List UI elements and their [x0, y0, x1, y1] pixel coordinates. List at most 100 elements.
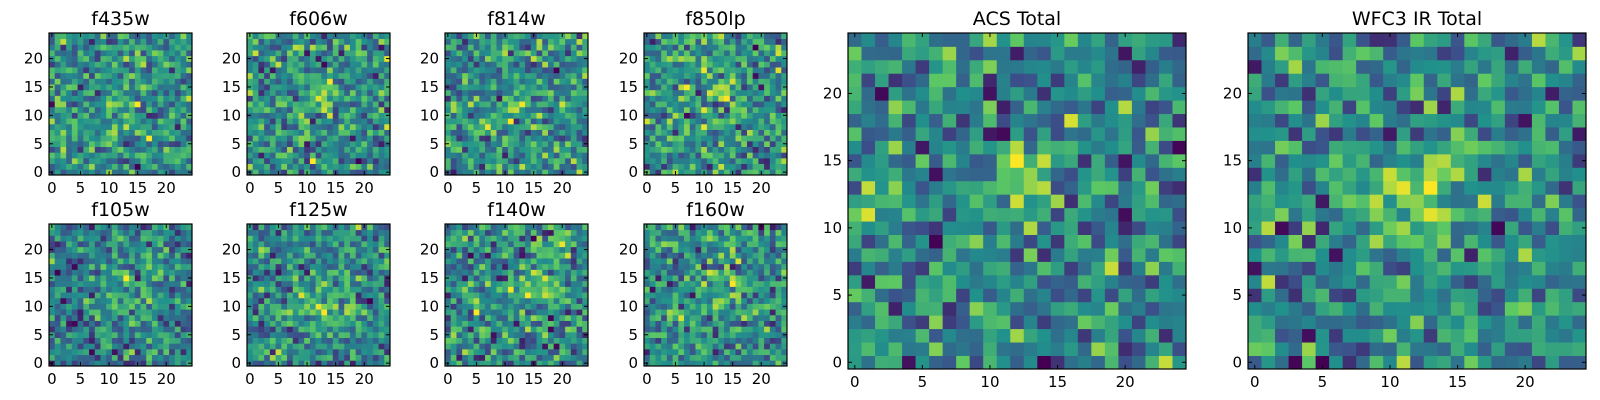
heatmap-cell [151, 67, 159, 74]
heatmap-cell [462, 146, 469, 153]
heatmap-cell [258, 101, 265, 108]
heatmap-cell [741, 292, 748, 299]
heatmap-cell [649, 140, 656, 147]
heatmap-cell [117, 78, 124, 85]
heatmap-cell [298, 135, 305, 142]
y-tick-label: 15 [24, 78, 43, 96]
heatmap-cell [327, 146, 334, 153]
heatmap-cell [151, 78, 159, 85]
heatmap-cell [724, 33, 731, 40]
heatmap-cell [456, 106, 463, 113]
heatmap-cell [66, 309, 73, 316]
heatmap-cell [570, 118, 577, 125]
heatmap-cell [462, 152, 469, 159]
heatmap-cell [355, 280, 362, 287]
heatmap-cell [775, 140, 782, 147]
heatmap-cell [151, 258, 159, 265]
heatmap-cell [473, 297, 480, 304]
heatmap-cell [140, 38, 147, 45]
x-tick-label: 15 [723, 179, 742, 197]
heatmap-cell [49, 61, 56, 68]
heatmap-cell [71, 292, 78, 299]
heatmap-cell [781, 309, 788, 316]
heatmap-cell [490, 89, 497, 96]
heatmap-cell [252, 89, 259, 96]
heatmap-cell [695, 314, 702, 321]
heatmap-cell [530, 326, 537, 333]
heatmap-cell [706, 123, 714, 130]
heatmap-cell [157, 280, 164, 287]
heatmap-cell [292, 263, 299, 270]
heatmap-cell [71, 101, 78, 108]
heatmap-cell [741, 118, 748, 125]
heatmap-cell [378, 38, 385, 45]
heatmap-cell [479, 297, 486, 304]
heatmap-cell [781, 123, 788, 130]
x-tick-label: 0 [642, 179, 652, 197]
heatmap-cell [781, 343, 788, 350]
heatmap-cell [304, 44, 311, 51]
heatmap-cell [724, 320, 731, 327]
heatmap-cell [367, 360, 374, 367]
heatmap-cell [746, 360, 754, 367]
heatmap-cell [247, 72, 254, 79]
heatmap-cell [134, 95, 141, 102]
heatmap-cell [553, 314, 560, 321]
heatmap-cell [327, 280, 334, 287]
heatmap-cell [661, 169, 668, 176]
heatmap-cell [582, 343, 589, 350]
heatmap-cell [83, 280, 90, 287]
heatmap-cell [344, 112, 351, 119]
heatmap-cell [775, 157, 782, 165]
heatmap-cell [462, 258, 469, 265]
heatmap-cell [507, 343, 515, 350]
heatmap-cell [746, 297, 754, 304]
y-tick-label: 0 [231, 354, 241, 372]
heatmap-cell [134, 146, 141, 153]
heatmap-cell [327, 129, 334, 136]
heatmap-cell [530, 72, 537, 79]
heatmap-cell [718, 309, 725, 316]
heatmap-cell [445, 326, 452, 333]
heatmap-cell [570, 286, 577, 293]
heatmap-cell [186, 135, 193, 142]
heatmap-cell [701, 152, 708, 159]
heatmap-cell [666, 84, 673, 91]
heatmap-cell [746, 78, 754, 85]
heatmap-cell [258, 252, 265, 259]
heatmap-cell [355, 241, 362, 248]
heatmap-cell [661, 292, 668, 299]
heatmap-cell [701, 331, 708, 338]
heatmap-cell [106, 297, 113, 304]
heatmap-cell [338, 224, 345, 231]
heatmap-cell [445, 292, 452, 299]
heatmap-cell [94, 84, 101, 91]
heatmap-cell [344, 67, 351, 74]
heatmap-cell [174, 118, 181, 125]
heatmap-cell [349, 118, 357, 125]
heatmap-cell [678, 360, 685, 367]
heatmap-cell [384, 101, 391, 108]
heatmap-cell [752, 146, 759, 153]
heatmap-cell [502, 326, 509, 333]
heatmap-cell [247, 146, 254, 153]
heatmap-cell [94, 348, 101, 356]
heatmap-cell [519, 157, 526, 165]
heatmap-cell [576, 303, 583, 310]
heatmap-cell [281, 61, 288, 68]
panel-title: f435w [91, 8, 150, 30]
heatmap-cell [689, 50, 696, 57]
heatmap-cell [513, 95, 520, 102]
heatmap-cell [536, 61, 543, 68]
heatmap-cell [553, 320, 560, 327]
x-tick-label: 0 [47, 179, 57, 197]
heatmap-cell [321, 314, 328, 321]
heatmap-cell [729, 152, 736, 159]
heatmap-cell [106, 106, 113, 113]
heatmap-cell [735, 101, 742, 108]
y-tick-label: 5 [33, 135, 43, 153]
heatmap-cell [689, 44, 696, 51]
heatmap-cell [450, 95, 457, 102]
heatmap-cell [83, 55, 90, 62]
heatmap-cell [689, 275, 696, 282]
